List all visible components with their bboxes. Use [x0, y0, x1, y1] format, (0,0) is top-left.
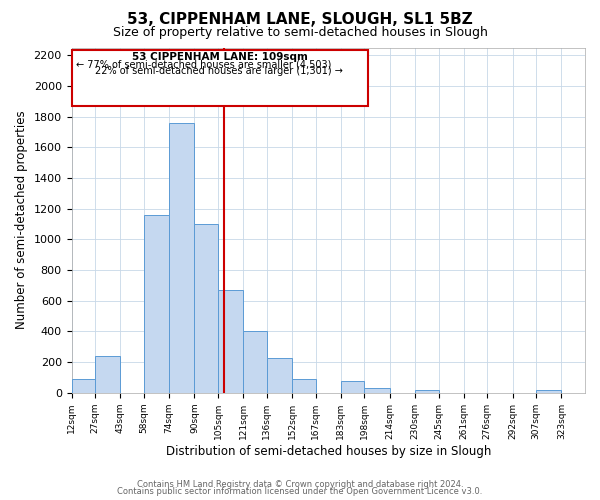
Y-axis label: Number of semi-detached properties: Number of semi-detached properties: [15, 111, 28, 330]
Bar: [364, 388, 389, 393]
Bar: [218, 290, 243, 393]
Bar: [95, 356, 121, 393]
Text: Contains public sector information licensed under the Open Government Licence v3: Contains public sector information licen…: [118, 488, 482, 496]
Bar: [194, 224, 218, 393]
Bar: [169, 122, 194, 393]
Text: 22% of semi-detached houses are larger (1,301) →: 22% of semi-detached houses are larger (…: [95, 66, 343, 76]
X-axis label: Distribution of semi-detached houses by size in Slough: Distribution of semi-detached houses by …: [166, 444, 491, 458]
Bar: [71, 379, 95, 393]
Bar: [144, 215, 169, 393]
Bar: [415, 390, 439, 393]
Text: 53 CIPPENHAM LANE: 109sqm: 53 CIPPENHAM LANE: 109sqm: [131, 52, 308, 62]
Bar: [341, 382, 364, 393]
Text: Size of property relative to semi-detached houses in Slough: Size of property relative to semi-detach…: [113, 26, 487, 39]
Bar: [243, 332, 267, 393]
Text: ← 77% of semi-detached houses are smaller (4,503): ← 77% of semi-detached houses are smalle…: [76, 60, 332, 70]
Bar: [71, 50, 368, 106]
Text: 53, CIPPENHAM LANE, SLOUGH, SL1 5BZ: 53, CIPPENHAM LANE, SLOUGH, SL1 5BZ: [127, 12, 473, 28]
Bar: [536, 390, 562, 393]
Bar: [292, 379, 316, 393]
Text: Contains HM Land Registry data © Crown copyright and database right 2024.: Contains HM Land Registry data © Crown c…: [137, 480, 463, 489]
Bar: [267, 358, 292, 393]
